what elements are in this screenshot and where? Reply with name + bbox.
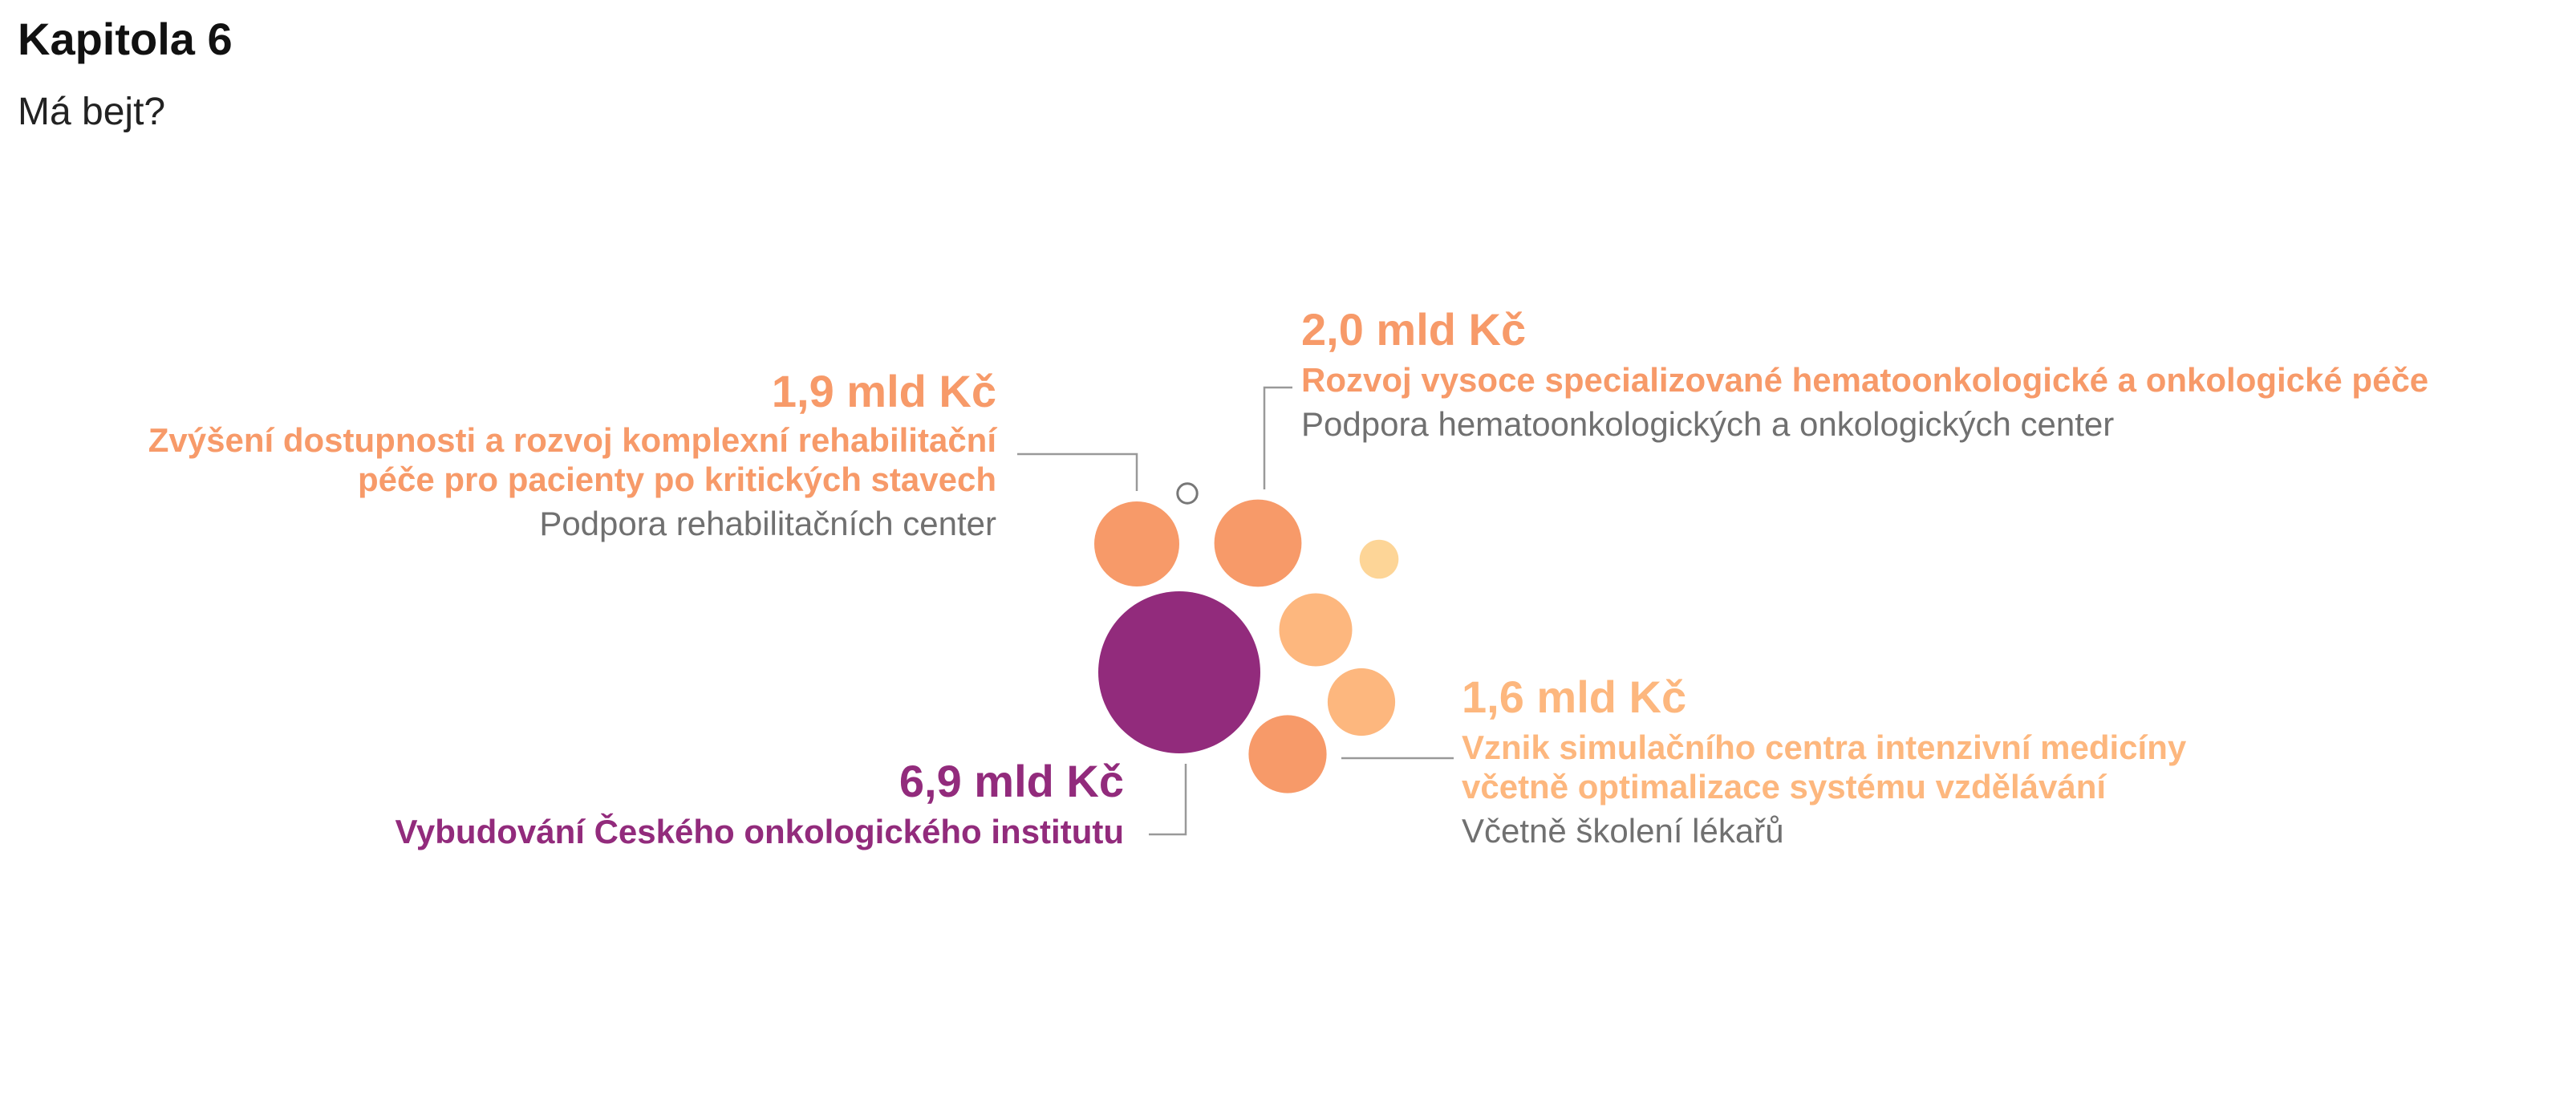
- annotation-hematooncology-subtext: Podpora hematoonkologických a onkologick…: [1301, 405, 2115, 444]
- bubble-oncology-institute: [1098, 591, 1260, 753]
- bubble-unlabeled-3: [1359, 539, 1399, 579]
- leader-hematooncology: [1263, 386, 1292, 489]
- annotation-hematooncology: 2,0 mld Kč Rozvoj vysoce specializované …: [1301, 307, 2428, 441]
- bubble-unlabeled-4: [1176, 482, 1199, 505]
- annotation-hematooncology-heading: Rozvoj vysoce specializované hematoonkol…: [1301, 360, 2428, 400]
- annotation-rehabilitation-heading-line-1: Zvýšení dostupnosti a rozvoj komplexní r…: [148, 421, 996, 459]
- annotation-institute-heading: Vybudování Českého onkologického institu…: [395, 812, 1124, 851]
- annotation-oncology-institute: 6,9 mld Kč Vybudování Českého onkologick…: [395, 759, 1124, 851]
- chart-title: Kapitola 6: [18, 14, 233, 64]
- annotation-simulation-heading-line-2: včetně optimalizace systému vzdělávání: [1462, 768, 2107, 806]
- bubble-rehabilitation: [1094, 501, 1179, 586]
- annotation-rehabilitation-subtext: Podpora rehabilitačních center: [539, 505, 996, 543]
- annotation-rehabilitation-value: 1,9 mld Kč: [771, 366, 996, 416]
- bubble-unlabeled-2: [1327, 668, 1396, 737]
- annotation-institute-heading-line-1: Vybudování Českého onkologického institu…: [395, 813, 1124, 850]
- bubble-hematooncology: [1214, 499, 1302, 587]
- annotation-simulation-value: 1,6 mld Kč: [1462, 672, 1687, 722]
- annotation-institute-value: 6,9 mld Kč: [899, 756, 1124, 806]
- annotation-simulation-heading-line-1: Vznik simulačního centra intenzivní medi…: [1462, 728, 2187, 766]
- bubble-simulation-centre: [1248, 715, 1327, 793]
- annotation-rehabilitation-heading-line-2: péče pro pacienty po kritických stavech: [358, 461, 996, 499]
- annotation-simulation-heading: Vznik simulačního centra intenzivní medi…: [1462, 728, 2186, 806]
- annotation-simulation-centre: 1,6 mld Kč Vznik simulačního centra inte…: [1462, 675, 2186, 848]
- annotation-simulation-subtext: Včetně školení lékařů: [1462, 812, 1784, 850]
- leader-rehabilitation: [1017, 452, 1138, 491]
- annotation-hematooncology-value: 2,0 mld Kč: [1301, 304, 1527, 355]
- annotation-hematooncology-heading-line-1: Rozvoj vysoce specializované hematoonkol…: [1301, 361, 2429, 399]
- chart-subtitle: Má bejt?: [18, 91, 166, 133]
- annotation-rehabilitation: 1,9 mld Kč Zvýšení dostupnosti a rozvoj …: [148, 369, 996, 541]
- annotation-rehabilitation-heading: Zvýšení dostupnosti a rozvoj komplexní r…: [148, 420, 996, 499]
- leader-oncology-institute: [1149, 764, 1187, 836]
- bubble-unlabeled-1: [1279, 593, 1353, 667]
